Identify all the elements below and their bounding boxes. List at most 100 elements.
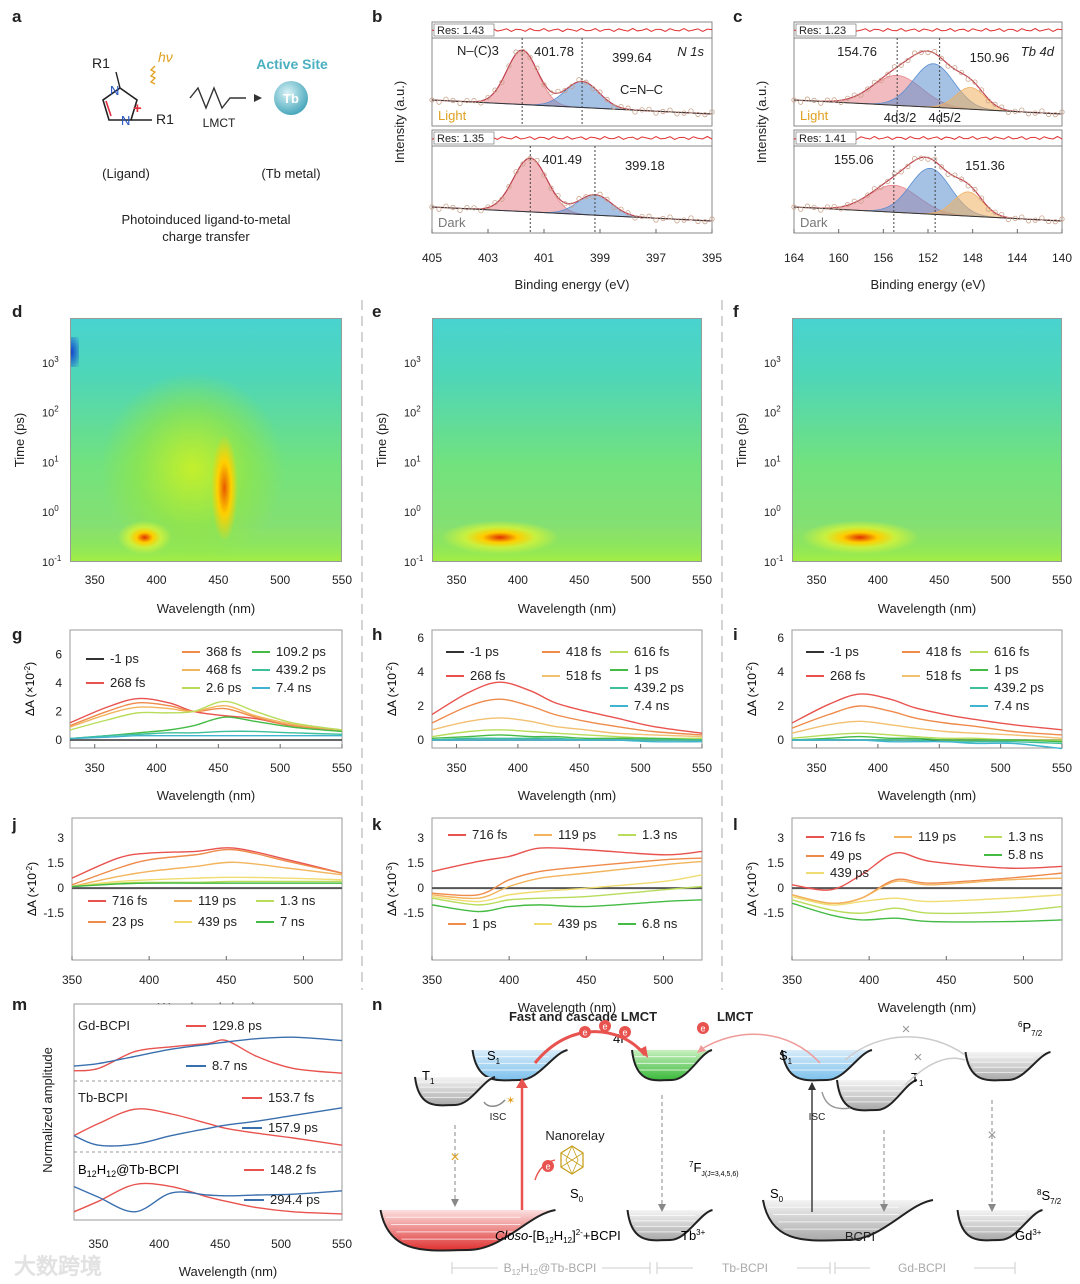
arrowhead xyxy=(880,1204,888,1212)
panel-letter-i: i xyxy=(733,625,738,644)
y-tick-label: 101 xyxy=(764,454,781,469)
data-point xyxy=(791,204,797,210)
early-time-spot xyxy=(71,337,79,367)
text-part: 10 xyxy=(404,507,416,519)
data-point xyxy=(1019,107,1025,113)
lmct-label: LMCT xyxy=(717,1009,753,1024)
data-point xyxy=(702,219,708,225)
y-tick-label: 2 xyxy=(417,699,424,713)
s1-label: S1 xyxy=(487,1048,501,1066)
y-tick-label: 1.5 xyxy=(407,856,424,870)
sample-label: Gd-BCPI xyxy=(78,1018,130,1033)
data-point xyxy=(918,49,924,56)
superscript: 1 xyxy=(776,454,781,463)
data-point xyxy=(436,99,442,105)
series-line-1-ps xyxy=(791,735,1063,743)
y-tick-label: 4 xyxy=(777,665,784,679)
positive-charge: + xyxy=(133,100,142,117)
x-tick-label: 450 xyxy=(929,573,949,587)
data-point xyxy=(506,184,512,190)
text-part: 10 xyxy=(404,457,416,469)
x-tick-label: 405 xyxy=(422,251,442,265)
superscript: 0 xyxy=(54,504,59,513)
data-point xyxy=(985,206,991,212)
legend-label: 268 fs xyxy=(830,668,866,683)
peak-label: 399.64 xyxy=(612,50,652,65)
y-tick-label: 3 xyxy=(417,831,424,845)
data-point xyxy=(646,213,652,219)
data-point xyxy=(999,104,1005,110)
fitted-peak xyxy=(431,194,713,222)
y-tick-label: 3 xyxy=(57,831,64,845)
t1-well-bcpi xyxy=(836,1079,918,1112)
tb-ground-well xyxy=(626,1209,713,1242)
data-point xyxy=(632,215,638,221)
data-point xyxy=(1052,112,1058,118)
text-part: ) xyxy=(745,862,759,866)
caption-line: charge transfer xyxy=(162,229,250,244)
y-tick-label: 101 xyxy=(42,454,59,469)
y-tick-label: 0 xyxy=(417,733,424,747)
legend-label: 119 ps xyxy=(198,893,237,908)
series-line-268-fs xyxy=(791,693,1063,731)
peak-label: 401.78 xyxy=(534,44,574,59)
y-tick-label: 0 xyxy=(777,881,784,895)
x-tick-label: 500 xyxy=(270,761,290,775)
nanorelay-label: Nanorelay xyxy=(545,1128,605,1143)
x-axis-label: Wavelength (nm) xyxy=(157,788,256,803)
legend-label: 439.2 ps xyxy=(276,662,326,677)
superscript: 2 xyxy=(416,405,421,414)
y-tick-label: 100 xyxy=(764,504,781,519)
series-line-1-3-ns xyxy=(71,880,342,888)
x-tick-label: 500 xyxy=(991,761,1011,775)
legend-label: 6.8 ns xyxy=(642,916,678,931)
x-tick-label: 350 xyxy=(88,1237,108,1251)
data-point xyxy=(958,69,965,76)
panel-letter-g: g xyxy=(12,625,22,644)
data-point xyxy=(520,48,526,55)
data-point xyxy=(660,215,666,222)
electron-label: e xyxy=(582,1028,587,1038)
tb-ground-well-fill xyxy=(627,1210,713,1241)
data-point xyxy=(492,87,498,93)
y-tick-label: 6 xyxy=(777,631,784,645)
condition-label: Dark xyxy=(438,215,466,230)
data-point xyxy=(674,218,680,224)
data-point xyxy=(639,213,645,220)
data-point xyxy=(464,97,470,104)
electron-icon xyxy=(542,1160,554,1172)
f-star-well xyxy=(631,1049,713,1082)
legend-label: 439 ps xyxy=(198,914,238,929)
data-point xyxy=(885,178,891,184)
text-part: B xyxy=(78,1162,87,1177)
peak-label: 151.36 xyxy=(965,158,1005,173)
series-line-119-ps xyxy=(71,861,343,888)
superscript: -1 xyxy=(54,554,62,563)
data-point xyxy=(660,108,666,115)
data-point xyxy=(898,62,904,68)
data-point xyxy=(709,109,715,115)
s1-well-bcpi-fill xyxy=(782,1050,872,1081)
superscript: 2 xyxy=(776,405,781,414)
legend-label: 716 fs xyxy=(472,827,508,842)
y-tick-label: 1.5 xyxy=(47,856,64,870)
superscript: -1 xyxy=(776,554,784,563)
text-part: 10 xyxy=(404,557,416,569)
text-part: S xyxy=(770,1186,779,1201)
y-tick-label: 100 xyxy=(404,504,421,519)
data-point xyxy=(590,193,596,200)
subscript: 0 xyxy=(779,1195,784,1204)
data-point xyxy=(851,92,857,98)
lmct-label: LMCT xyxy=(203,116,236,130)
gd-excited-well-fill xyxy=(965,1052,1051,1081)
data-point xyxy=(429,204,435,210)
level-label: 4d3/2 xyxy=(884,110,917,125)
y-tick-label: 101 xyxy=(404,454,421,469)
x-tick-label: 500 xyxy=(653,973,673,987)
residual-box xyxy=(795,131,857,145)
data-point xyxy=(992,209,998,215)
data-point xyxy=(1005,216,1012,223)
legend-label: 439 ps xyxy=(558,916,598,931)
data-point xyxy=(978,87,985,93)
legend-label: 268 fs xyxy=(110,675,146,690)
